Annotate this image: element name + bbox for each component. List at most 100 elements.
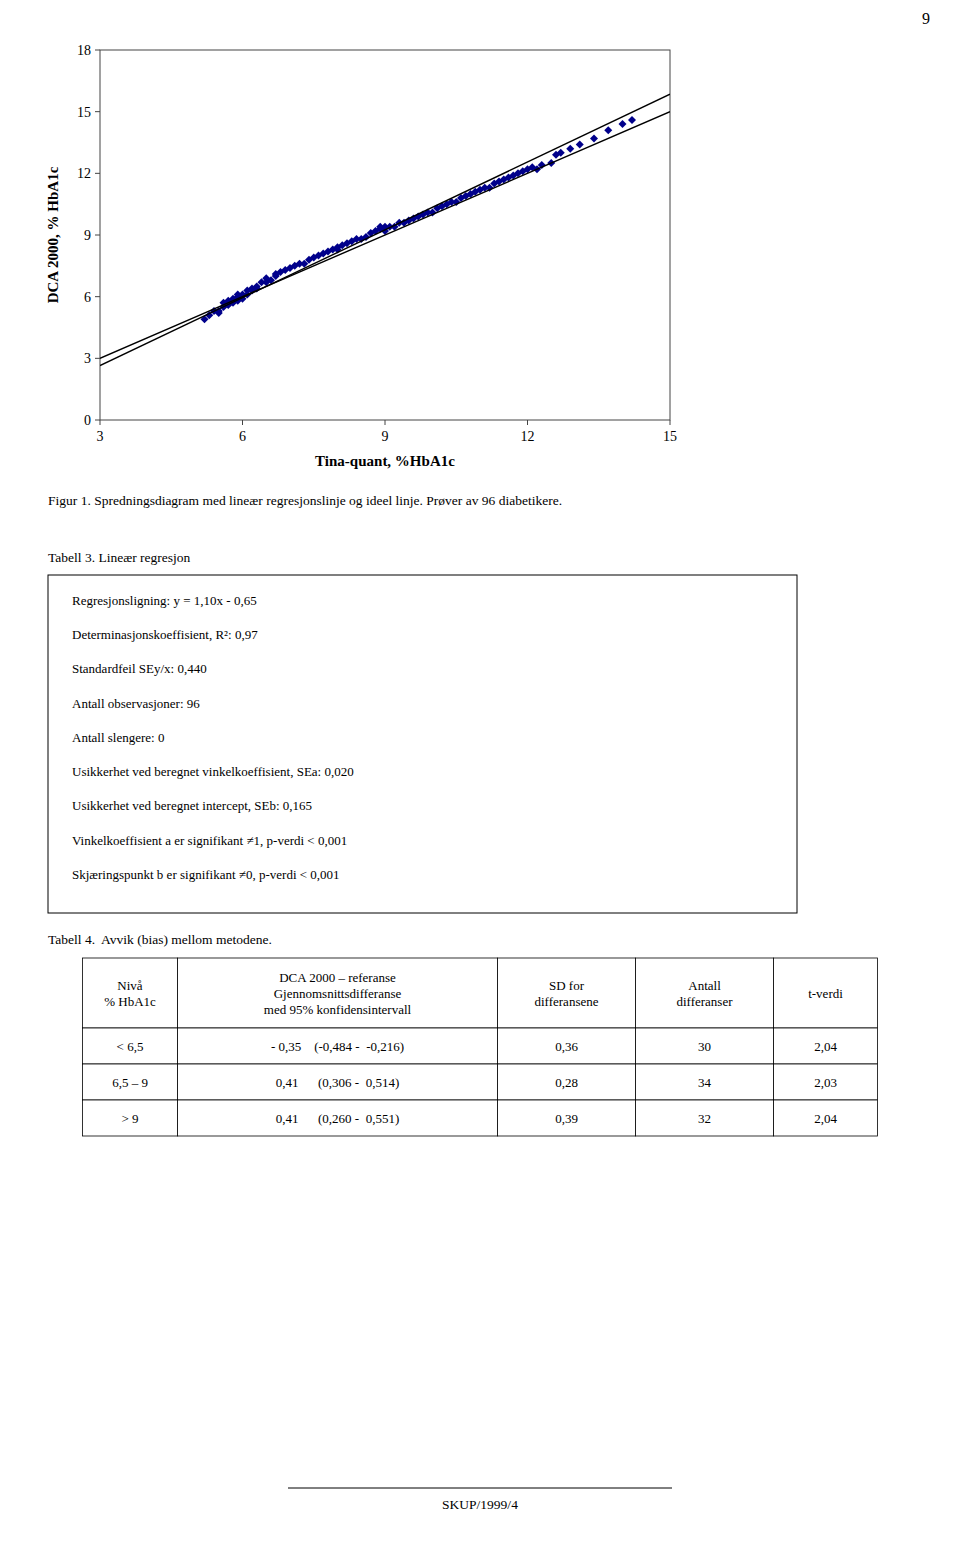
y-tick	[95, 50, 100, 51]
table-line: Skjæringspunkt b er signifikant ≠0, p-ve…	[72, 867, 340, 882]
y-tick-label: 0	[84, 413, 91, 428]
point	[576, 141, 584, 149]
table-line: Antall slengere: 0	[72, 730, 164, 745]
y-tick	[95, 235, 100, 236]
y-tick-label: 15	[77, 105, 91, 120]
table-header-text: DCA 2000 – referanseGjennomsnittsdiffera…	[264, 970, 412, 1017]
table-cell	[83, 1028, 178, 1064]
point	[604, 126, 612, 134]
table-cell	[178, 1064, 498, 1100]
table-header-text: SD fordifferansene	[534, 978, 598, 1009]
data-table: Nivå% HbA1c DCA 2000 – referanseGjennomsn…	[83, 958, 878, 1136]
table-cell-text: 2,04	[814, 1039, 837, 1054]
table-cell-text: - 0,35 (-0,484 - -0,216)	[271, 1039, 404, 1054]
point	[619, 120, 627, 128]
table-cell-text: < 6,5	[117, 1039, 144, 1054]
table-header-line: differansene	[534, 994, 598, 1009]
table-header-line: SD for	[549, 978, 585, 993]
table-cell	[636, 1028, 774, 1064]
x-tick-label: 3	[97, 429, 104, 444]
footer-rule	[288, 1488, 672, 1489]
table-header-cell	[83, 958, 178, 1028]
table-header-line: Gjennomsnittsdifferanse	[274, 986, 402, 1001]
table-line: Determinasjonskoeffisient, R²: 0,97	[72, 627, 258, 642]
table-cell-text: 30	[698, 1039, 711, 1054]
page-number: 9	[922, 10, 930, 27]
point	[376, 223, 384, 231]
point	[557, 149, 565, 157]
table-header-line: differanser	[676, 994, 733, 1009]
table-header-cell	[774, 958, 878, 1028]
table-header-line: Antall	[688, 978, 721, 993]
point	[334, 243, 342, 251]
y-tick	[95, 111, 100, 112]
x-tick-label: 9	[382, 429, 389, 444]
table-header-line: t-verdi	[808, 986, 843, 1001]
table-cell	[636, 1100, 774, 1136]
table-cell-text: 32	[698, 1111, 711, 1126]
x-tick-label: 12	[521, 429, 535, 444]
table-cell	[498, 1028, 636, 1064]
table-title: Tabell 4. Avvik (bias) mellom metodene.	[48, 932, 272, 947]
y-tick	[95, 420, 100, 421]
table-cell	[774, 1064, 878, 1100]
plot-frame	[100, 50, 670, 420]
table-cell	[774, 1028, 878, 1064]
page-canvas: 936912150369121518Tina-quant, %HbA1cDCA …	[0, 0, 960, 1557]
y-tick-label: 12	[77, 166, 91, 181]
table-cell-text: 0,41 (0,306 - 0,514)	[276, 1075, 400, 1090]
table-cell-text: 34	[698, 1075, 712, 1090]
table-cell-text: > 9	[121, 1111, 138, 1126]
table-cell	[498, 1064, 636, 1100]
table-header-text: t-verdi	[808, 986, 843, 1001]
scatter-points	[201, 116, 637, 323]
table-cell-text: 2,04	[814, 1111, 837, 1126]
page: { "chart_data": { "type": "scatter", "xl…	[0, 0, 960, 1557]
table-header-line: DCA 2000 – referanse	[279, 970, 396, 985]
table-header-line: med 95% konfidensintervall	[264, 1002, 412, 1017]
y-tick	[95, 173, 100, 174]
table-header-line: Nivå	[117, 978, 143, 993]
x-tick	[385, 420, 386, 425]
table-header-text: Antalldifferanser	[676, 978, 733, 1009]
table-cell	[498, 1100, 636, 1136]
y-tick-label: 18	[77, 43, 91, 58]
table-cell	[83, 1100, 178, 1136]
x-tick	[100, 420, 101, 425]
y-axis-label: DCA 2000, % HbA1c	[45, 166, 61, 303]
x-axis-label: Tina-quant, %HbA1c	[315, 453, 455, 469]
y-tick-label: 3	[84, 351, 91, 366]
table-title: Tabell 3. Lineær regresjon	[48, 550, 191, 565]
table-header-text: Nivå% HbA1c	[104, 978, 156, 1009]
y-tick-label: 6	[84, 290, 91, 305]
line	[100, 112, 670, 359]
point	[628, 116, 636, 124]
table-line: Usikkerhet ved beregnet intercept, SEb: …	[72, 798, 312, 813]
table-header-cell	[636, 958, 774, 1028]
table-cell-text: 0,39	[555, 1111, 578, 1126]
x-tick-label: 6	[239, 429, 246, 444]
table-cell-text: 0,41 (0,260 - 0,551)	[276, 1111, 400, 1126]
table-cell-text: 0,36	[555, 1039, 578, 1054]
x-tick	[527, 420, 528, 425]
point	[272, 270, 280, 278]
table-cell-text: 2,03	[814, 1075, 837, 1090]
table-header-line: % HbA1c	[104, 994, 156, 1009]
table-cell-text: 0,28	[555, 1075, 578, 1090]
footer-text: SKUP/1999/4	[442, 1497, 518, 1512]
x-tick-label: 15	[663, 429, 677, 444]
chart: 36912150369121518Tina-quant, %HbA1cDCA 2…	[45, 43, 677, 469]
background	[0, 0, 960, 1557]
table-header-cell	[498, 958, 636, 1028]
line	[100, 94, 670, 365]
table-line: Usikkerhet ved beregnet vinkelkoeffisien…	[72, 764, 354, 779]
y-tick	[95, 358, 100, 359]
table-cell	[636, 1064, 774, 1100]
point	[566, 145, 574, 153]
table-header-cell	[178, 958, 498, 1028]
table-box	[48, 575, 797, 913]
y-tick-label: 9	[84, 228, 91, 243]
table-cell	[83, 1064, 178, 1100]
point	[305, 256, 313, 264]
point	[590, 134, 598, 142]
